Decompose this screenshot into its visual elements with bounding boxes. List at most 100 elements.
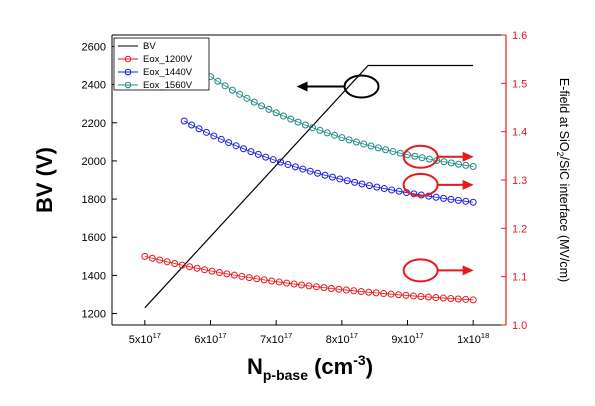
data-point-eox-1560v [309,124,317,132]
y-right-tick-label: 1.0 [512,320,527,332]
data-point-eox-1560v [462,161,470,169]
data-point-eox-1560v [411,152,419,160]
data-point-eox-1200v [215,269,223,277]
data-point-eox-1200v [380,290,388,298]
data-point-eox-1200v [447,295,455,303]
data-point-eox-1440v [254,150,262,158]
x-tick-label: 7x1017 [260,331,292,346]
data-point-eox-1560v [228,86,236,94]
data-point-eox-1200v [417,292,425,300]
data-point-eox-1560v [265,105,273,113]
data-point-eox-1440v [380,185,388,193]
data-point-eox-1440v [225,139,233,147]
data-point-eox-1560v [272,109,280,117]
data-point-eox-1440v [388,186,396,194]
legend-label-1200: Eox_1200V [143,54,193,65]
series-line-bv [144,64,474,309]
data-point-eox-1200v [454,295,462,303]
data-point-eox-1440v [373,183,381,191]
data-point-eox-1560v [323,129,331,137]
legend-label-bv: BV [143,41,156,52]
data-point-eox-1560v [250,98,258,106]
legend-box [113,37,210,91]
data-point-eox-1560v [236,90,244,98]
data-point-eox-1440v [202,128,210,136]
data-point-eox-1560v [287,115,295,123]
data-point-eox-1440v [277,158,285,166]
data-point-eox-1200v [424,293,432,301]
data-point-eox-1200v [365,288,373,296]
y-right-tick-label: 1.1 [512,272,527,284]
data-point-eox-1440v [269,156,277,164]
data-point-eox-1200v [327,284,335,292]
annotation-arrowhead [296,81,308,92]
y-right-tick-label: 1.4 [512,127,527,139]
data-point-eox-1200v [253,275,261,283]
y-right-tick-label: 1.2 [512,223,527,235]
data-point-eox-1200v [193,264,201,272]
data-point-eox-1200v [171,260,179,268]
data-point-eox-1440v [210,132,218,140]
data-point-eox-1560v [301,121,309,129]
data-point-eox-1440v [454,196,462,204]
data-point-eox-1440v [195,125,203,133]
data-point-eox-1560v [367,142,375,150]
data-point-eox-1200v [320,284,328,292]
data-point-eox-1560v [396,149,404,157]
data-point-eox-1440v [336,175,344,183]
data-point-eox-1440v [306,167,314,175]
x-tick-label: 9x1017 [391,331,423,346]
data-point-eox-1200v [469,296,477,304]
data-point-eox-1560v [316,126,324,134]
data-point-eox-1200v [283,279,291,287]
y-left-tick-label: 2400 [82,80,106,92]
data-point-eox-1440v [365,182,373,190]
data-point-eox-1200v [163,258,171,266]
data-point-eox-1440v [358,180,366,188]
y-right-tick-label: 1.3 [512,175,527,187]
legend-label-1440: Eox_1440V [143,67,193,78]
data-point-eox-1200v [335,285,343,293]
legend-marker-1200 [124,55,132,63]
legend-marker-1560 [124,81,132,89]
data-point-eox-1200v [350,287,358,295]
data-point-eox-1560v [374,144,382,152]
data-point-eox-1560v [389,147,397,155]
x-tick-label: 8x1017 [326,331,358,346]
data-point-eox-1200v [305,282,313,290]
data-point-eox-1200v [238,272,246,280]
data-point-eox-1560v [294,118,302,126]
data-point-eox-1200v [312,283,320,291]
data-point-eox-1200v [462,295,470,303]
x-tick-label: 5x1017 [129,331,161,346]
y-left-tick-label: 2600 [82,41,106,53]
data-point-eox-1440v [240,145,248,153]
data-point-eox-1200v [230,271,238,279]
data-point-eox-1200v [223,270,231,278]
data-point-eox-1560v [345,136,353,144]
data-point-eox-1560v [258,102,266,110]
y-right-tick-label: 1.6 [512,30,527,42]
y-left-tick-label: 1200 [82,309,106,321]
annotations-group [296,74,474,283]
data-point-eox-1560v [469,162,477,170]
y-axis-right-ticks: 1.0 1.1 1.2 1.3 1.4 1.5 1.6 [501,30,527,332]
y-axis-left-title: BV (V) [32,147,57,213]
data-point-eox-1560v [338,134,346,142]
data-point-eox-1560v [418,154,426,162]
data-point-eox-1200v [268,277,276,285]
data-point-eox-1440v [232,142,240,150]
legend-marker-1440 [124,68,132,76]
y-right-tick-label: 1.5 [512,78,527,90]
y-left-tick-label: 1800 [82,194,106,206]
data-point-eox-1440v [217,135,225,143]
data-point-eox-1440v [188,121,196,129]
data-point-eox-1440v [432,193,440,201]
data-point-eox-1200v [298,281,306,289]
data-point-eox-1440v [395,187,403,195]
data-point-eox-1560v [360,140,368,148]
data-point-eox-1560v [221,82,229,90]
data-point-eox-1560v [352,138,360,146]
data-point-eox-1440v [469,198,477,206]
